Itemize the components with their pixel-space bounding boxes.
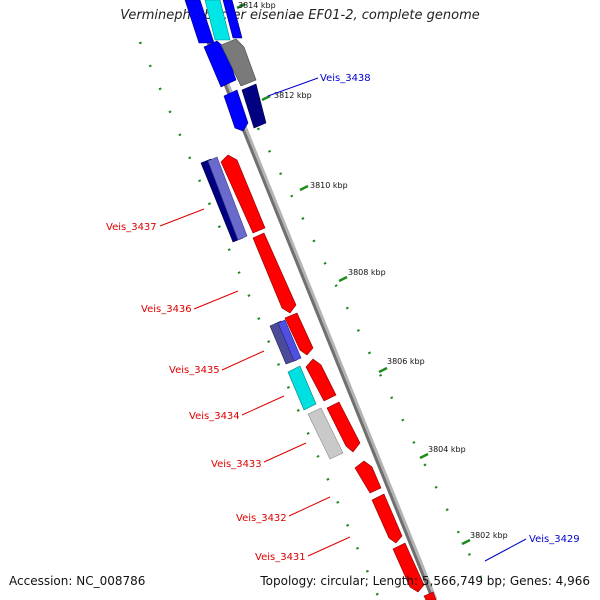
scale-label: 3802 kbp bbox=[470, 531, 508, 540]
scale-tick bbox=[299, 184, 309, 192]
label-leaders bbox=[159, 77, 527, 562]
gene-arrow-blue bbox=[277, 319, 302, 362]
accession-text: Accession: NC_008786 bbox=[9, 574, 146, 588]
gene-arrow-red bbox=[252, 232, 297, 314]
scale-tick bbox=[236, 2, 246, 10]
leader-line bbox=[159, 208, 205, 227]
gene-labels: Veis_3438 Veis_3437 Veis_3436 Veis_3435 … bbox=[106, 73, 580, 563]
gene-label: Veis_3437 bbox=[106, 222, 157, 233]
scale-label: 3810 kbp bbox=[310, 181, 348, 190]
gene-arrow-red bbox=[392, 542, 425, 593]
gene-arrow-red bbox=[220, 154, 266, 234]
scale-tick bbox=[461, 538, 471, 546]
gene-arrow-red bbox=[354, 460, 382, 494]
leader-line bbox=[288, 496, 331, 517]
scale-tick bbox=[419, 452, 429, 460]
scale-ticks bbox=[236, 2, 471, 546]
gene-label: Veis_3435 bbox=[169, 365, 220, 376]
gene-label: Veis_3434 bbox=[189, 411, 240, 422]
inner-ring-line bbox=[138, 41, 380, 597]
leader-line bbox=[267, 77, 319, 97]
backbone-line-shadow bbox=[190, 0, 438, 600]
backbone-line bbox=[189, 0, 435, 600]
scale-tick bbox=[378, 366, 388, 374]
gene-label: Veis_3436 bbox=[141, 304, 192, 315]
gene-label: Veis_3431 bbox=[255, 552, 306, 563]
gene-arrow-navy bbox=[241, 83, 267, 129]
backbone bbox=[189, 0, 438, 600]
gene-arrow-red bbox=[284, 312, 314, 356]
gene-arrow-red bbox=[371, 493, 403, 544]
gene-arrow-light-gray bbox=[307, 407, 344, 460]
gene-arrow-slate bbox=[207, 156, 248, 241]
scale-labels: 3814 kbp 3812 kbp 3810 kbp 3808 kbp 3806… bbox=[238, 1, 508, 540]
gene-arrow-gray bbox=[220, 38, 257, 87]
gene-arrow-blue bbox=[222, 0, 243, 39]
scale-label: 3804 kbp bbox=[428, 445, 466, 454]
scale-label: 3808 kbp bbox=[348, 268, 386, 277]
gene-label: Veis_3432 bbox=[236, 513, 287, 524]
gene-arrow-blue bbox=[223, 89, 249, 132]
scale-label: 3806 kbp bbox=[387, 357, 425, 366]
scale-tick bbox=[261, 94, 271, 102]
leader-line bbox=[307, 536, 351, 557]
leader-line bbox=[193, 290, 239, 310]
leader-line bbox=[484, 538, 527, 562]
gene-label: Veis_3433 bbox=[211, 459, 262, 470]
gene-arrow-red bbox=[423, 591, 437, 600]
inner-dotted-ring bbox=[138, 41, 380, 597]
gene-arrow-cyan bbox=[287, 365, 317, 411]
outer-ring-line bbox=[256, 127, 492, 597]
gene-arrow-red bbox=[326, 401, 361, 453]
outer-dotted-ring bbox=[256, 127, 492, 597]
scale-label: 3814 kbp bbox=[238, 1, 276, 10]
gene-arrow-red bbox=[305, 358, 337, 402]
gene-label: Veis_3438 bbox=[320, 73, 371, 84]
gene-features bbox=[184, 0, 437, 600]
scale-tick bbox=[338, 275, 348, 283]
leader-line bbox=[221, 350, 265, 371]
gene-label: Veis_3429 bbox=[529, 534, 580, 545]
scale-label: 3812 kbp bbox=[274, 91, 312, 100]
leader-line bbox=[263, 442, 307, 463]
genome-summary-text: Topology: circular; Length: 5,566,749 bp… bbox=[260, 574, 590, 588]
leader-line bbox=[241, 395, 285, 416]
gene-arrow-cyan bbox=[204, 0, 231, 41]
